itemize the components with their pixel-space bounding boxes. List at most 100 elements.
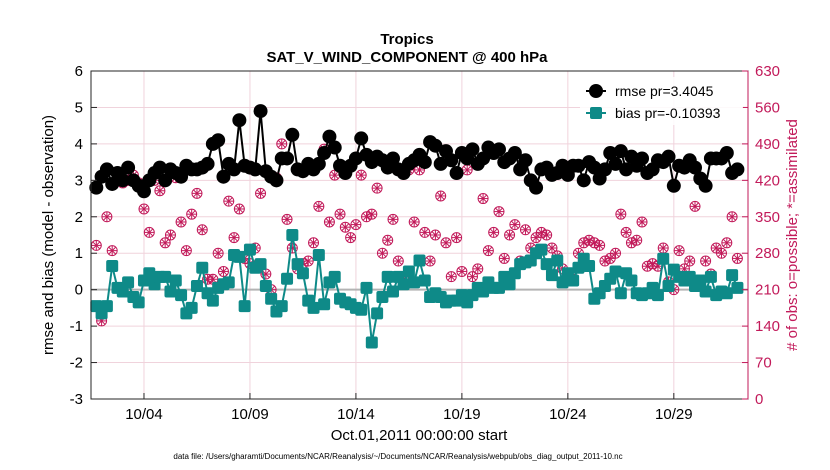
asterisk-stroke: [463, 165, 472, 174]
obs-assimilated-point: [440, 237, 451, 248]
rmse-point: [354, 131, 369, 146]
bias-point: [381, 270, 394, 283]
asterisk-stroke: [489, 228, 498, 237]
obs-assimilated-point: [165, 230, 176, 240]
obs-assimilated-point: [647, 258, 658, 269]
asterisk-stroke: [717, 249, 726, 258]
asterisk-stroke: [473, 264, 482, 273]
rmse-point: [174, 169, 189, 184]
rmse-point: [608, 156, 623, 171]
asterisk-stroke: [383, 236, 392, 245]
obs-assimilated-point: [345, 232, 356, 243]
obs-assimilated-point: [520, 224, 531, 235]
asterisk-stroke: [410, 218, 419, 226]
rmse-point: [386, 151, 401, 166]
y-tick-label: 1: [75, 245, 83, 262]
bias-point: [281, 272, 294, 285]
bias-point: [259, 280, 272, 293]
bias-point: [318, 298, 331, 311]
asterisk-stroke: [685, 257, 694, 265]
y-axis-right: 0 70 140 210 280 350 420 490 560 630: [742, 63, 780, 408]
rmse-point: [285, 127, 300, 142]
obs-assimilated-point: [107, 245, 118, 256]
asterisk-stroke: [590, 238, 599, 247]
rmse-point: [465, 142, 480, 157]
rmse-point: [227, 162, 242, 177]
obs-assimilated-point: [467, 271, 478, 282]
obs-assimilated-point: [642, 261, 653, 272]
asterisk-stroke: [733, 254, 742, 263]
y-axis-left: -3 -2 -1 0 1 2 3 4 5 6: [70, 63, 97, 408]
bias-point: [159, 270, 172, 283]
obs-assimilated-point: [483, 245, 494, 256]
obs-assimilated-point: [658, 243, 669, 254]
obs-assimilated-point: [626, 237, 637, 248]
obs-assimilated-point: [313, 201, 324, 212]
bias-point: [328, 270, 341, 283]
obs-assimilated-point: [197, 224, 208, 235]
bias-point: [371, 307, 384, 320]
bias-point: [567, 274, 580, 287]
bias-point: [132, 296, 145, 309]
bias-point: [387, 285, 400, 298]
asterisk-stroke: [145, 228, 154, 237]
rmse-point: [158, 173, 173, 188]
obs-assimilated-point: [213, 248, 224, 259]
bias-point: [116, 285, 129, 298]
asterisk-stroke: [283, 215, 291, 224]
obs-assimilated-point: [430, 230, 441, 240]
y2-tick-label: 630: [755, 63, 780, 80]
y2-tick-label: 210: [755, 282, 780, 299]
rmse-point: [136, 184, 151, 199]
obs-assimilated-point: [546, 243, 557, 254]
asterisk-stroke: [198, 225, 207, 234]
bias-point: [397, 278, 410, 291]
asterisk-stroke: [728, 212, 737, 221]
bias-point: [175, 289, 188, 302]
asterisk-stroke: [712, 244, 721, 252]
bias-point: [286, 229, 299, 241]
asterisk-stroke: [92, 241, 101, 250]
x-axis: 10/04 10/09 10/14 10/19 10/24 10/29: [125, 393, 693, 423]
bias-point: [243, 243, 256, 256]
asterisk-stroke: [219, 267, 228, 276]
legend-rmse-marker: [589, 84, 603, 98]
rmse-point: [613, 144, 628, 159]
asterisk-stroke: [436, 191, 445, 200]
obs-assimilated-point: [594, 240, 605, 251]
bias-point: [408, 276, 421, 289]
rmse-point: [311, 156, 326, 171]
y2-tick-label: 280: [755, 245, 780, 262]
obs-assimilated-point: [716, 248, 727, 259]
asterisk-stroke: [346, 233, 355, 242]
asterisk-stroke: [330, 171, 339, 180]
y-tick-label: -1: [70, 318, 83, 335]
asterisk-stroke: [468, 272, 477, 281]
obs-assimilated-point: [101, 211, 112, 222]
obs-assimilated-point: [382, 235, 393, 246]
y-tick-label: 0: [75, 282, 83, 299]
bias-point: [614, 287, 627, 300]
obs-assimilated-point: [356, 170, 367, 181]
obs-assimilated-point: [234, 203, 245, 214]
bias-point: [307, 301, 320, 314]
obs-assimilated-point: [425, 256, 436, 267]
obs-assimilated-point: [160, 237, 171, 248]
asterisk-stroke: [611, 249, 620, 258]
rmse-point: [491, 142, 506, 157]
bias-point: [545, 269, 558, 282]
obs-assimilated-point: [504, 230, 515, 240]
rmse-point: [587, 160, 602, 175]
asterisk-stroke: [431, 231, 440, 239]
asterisk-stroke: [341, 223, 350, 232]
bias-point: [609, 265, 622, 278]
rmse-point: [200, 156, 215, 171]
y-axis-label: rmse and bias (model - observation): [40, 115, 57, 355]
asterisk-stroke: [585, 236, 594, 245]
obs-assimilated-point: [366, 209, 377, 220]
obs-assimilated-point: [340, 222, 351, 233]
rmse-point: [211, 133, 226, 148]
obs-assimilated-point: [138, 203, 149, 214]
bias-point: [196, 261, 209, 274]
rmse-point: [688, 160, 703, 175]
